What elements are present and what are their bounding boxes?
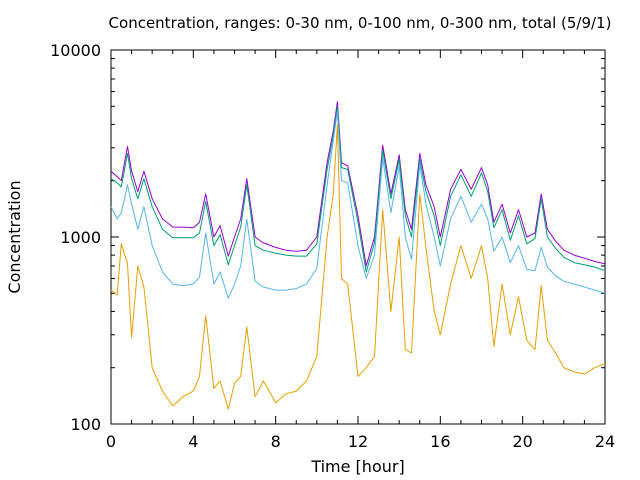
y-tick-label: 1000 [60,228,101,247]
x-tick-label: 16 [430,432,450,451]
x-tick-label: 4 [188,432,198,451]
x-tick-labels: 0 4 8 12 16 20 24 [106,432,615,451]
chart-title: Concentration, ranges: 0-30 nm, 0-100 nm… [109,14,612,32]
y-tick-label: 10000 [50,41,101,60]
x-tick-label: 12 [348,432,368,451]
series-line-3 [110,110,606,299]
x-tick-label: 24 [595,432,615,451]
x-tick-label: 0 [106,432,116,451]
x-axis-label: Time [hour] [310,457,404,476]
y-tick-labels: 100 1000 10000 [50,41,101,434]
plot-frame [110,49,606,425]
series-lines [110,101,606,410]
series-line-2 [110,105,606,273]
y-axis-label: Concentration [5,180,24,293]
y-tick-label: 100 [70,415,101,434]
x-tick-label: 8 [271,432,281,451]
series-line-1 [110,101,606,267]
series-line-4 [110,123,606,410]
x-tick-label: 20 [512,432,532,451]
axis-ticks [110,49,606,425]
